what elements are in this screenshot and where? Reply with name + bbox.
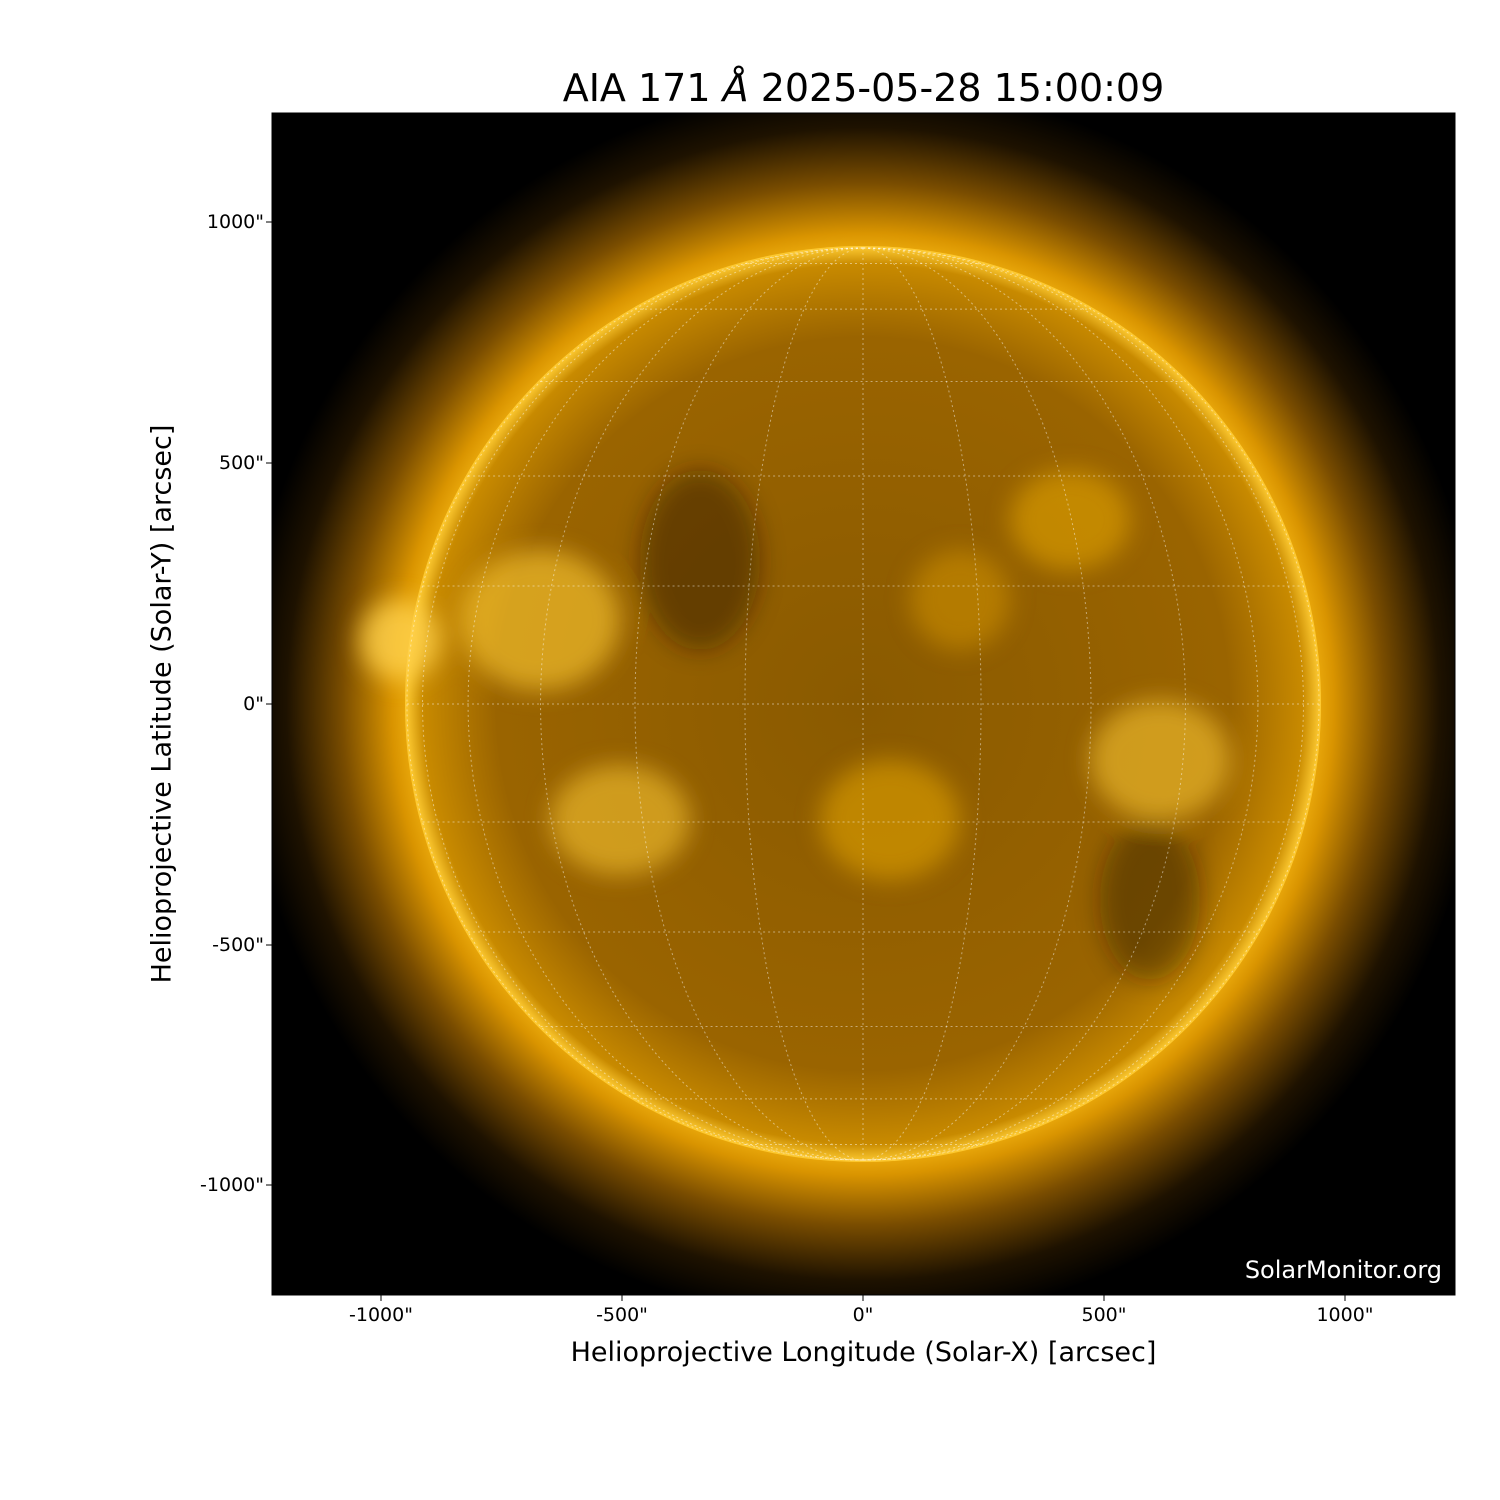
- watermark: SolarMonitor.org: [1244, 1256, 1442, 1284]
- y-tick-label: 500": [218, 452, 264, 474]
- plot-title: AIA 171 Å 2025-05-28 15:00:09: [272, 66, 1455, 110]
- x-tick-label: 500": [1081, 1304, 1127, 1326]
- longitude-line: [862, 247, 982, 1161]
- title-instrument: AIA 171: [562, 66, 711, 110]
- heliographic-grid: [406, 247, 1320, 1161]
- longitude-line: [634, 247, 864, 1161]
- longitude-line: [540, 247, 864, 1161]
- y-tick-label: 1000": [206, 211, 264, 233]
- x-axis-label: Helioprojective Longitude (Solar-X) [arc…: [570, 1337, 1157, 1368]
- x-tick-label: -500": [596, 1304, 648, 1326]
- y-axis-label: Helioprojective Latitude (Solar-Y) [arcs…: [146, 424, 178, 984]
- y-tick-label: -500": [212, 934, 264, 956]
- title-unit: Å: [722, 66, 749, 110]
- longitude-line: [862, 247, 1186, 1161]
- tick-marks: [266, 221, 1346, 1301]
- longitude-line: [744, 247, 864, 1161]
- title-datetime: 2025-05-28 15:00:09: [760, 66, 1165, 110]
- x-tick-label: 0": [852, 1304, 874, 1326]
- longitude-line: [862, 247, 1092, 1161]
- y-tick-label: -1000": [200, 1174, 264, 1196]
- x-tick-label: -1000": [349, 1304, 413, 1326]
- y-tick-label: 0": [243, 693, 264, 715]
- active-regions: [360, 470, 1230, 980]
- limb-line: [406, 247, 1320, 1161]
- x-tick-label: 1000": [1316, 1304, 1374, 1326]
